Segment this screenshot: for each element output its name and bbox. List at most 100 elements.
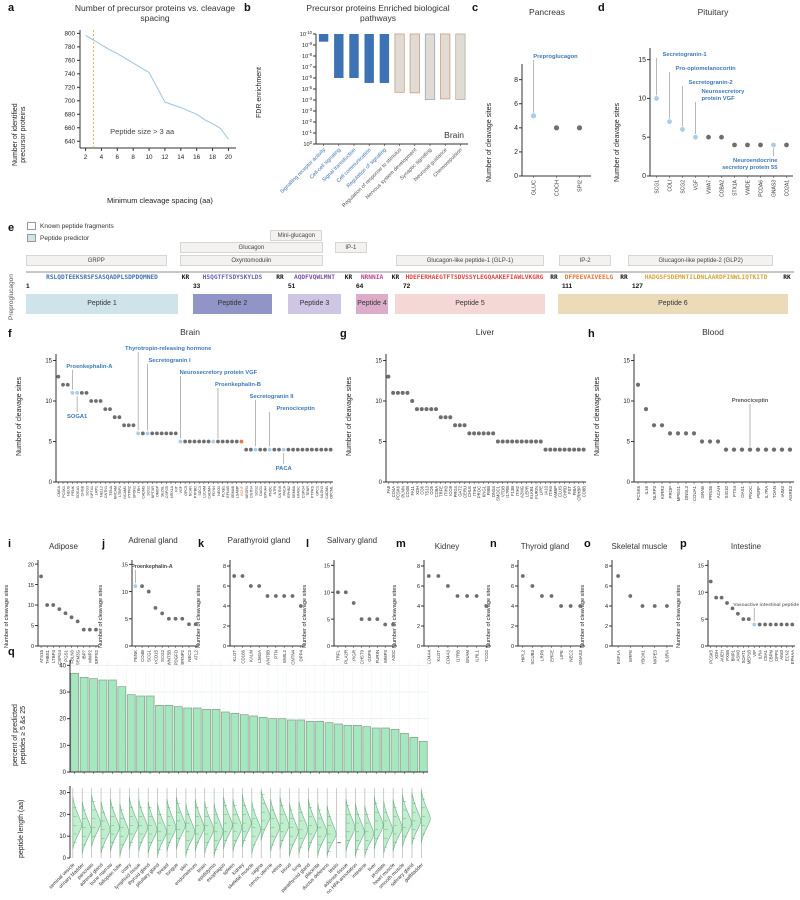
svg-text:10: 10 — [638, 96, 646, 103]
cleavage-site-RK: RK — [783, 274, 791, 281]
panel-m-letter: m — [396, 538, 406, 550]
panel-a-ylabel: Number of identified precursor proteins — [12, 103, 27, 166]
svg-text:WNT8B: WNT8B — [265, 650, 270, 665]
svg-text:Brain: Brain — [444, 130, 464, 140]
panel-q-bar-chart: 0 10 20 30 40 — [59, 660, 429, 776]
svg-text:PX5B: PX5B — [725, 650, 730, 661]
svg-text:NPTXR: NPTXR — [151, 486, 155, 499]
residue-number-33: 33 — [192, 283, 201, 290]
svg-text:OAS1: OAS1 — [740, 485, 745, 497]
svg-text:10: 10 — [59, 834, 66, 840]
svg-text:SCG2: SCG2 — [254, 486, 258, 496]
svg-text:5: 5 — [49, 440, 53, 446]
predicted-peptide-2: Peptide 2 — [192, 294, 272, 314]
svg-text:6: 6 — [116, 154, 120, 161]
panel-p-dot-plot: 0 5 10 15 PCSK5 XDH AUEH PX5B BMP1 ASM3 SOAT1 MEP1B… — [698, 560, 799, 664]
svg-text:CHGB: CHGB — [81, 485, 85, 496]
panel-d-letter: d — [598, 2, 605, 14]
svg-text:ASM3: ASM3 — [736, 649, 741, 661]
svg-text:MMP2: MMP2 — [88, 649, 93, 662]
svg-text:Proenkephalin-B: Proenkephalin-B — [215, 382, 261, 388]
svg-text:Neurosecretory protein VGF: Neurosecretory protein VGF — [180, 370, 258, 376]
svg-text:ACAH: ACAH — [716, 486, 721, 498]
legend-swatch-known — [27, 222, 36, 230]
svg-text:0: 0 — [125, 644, 128, 650]
svg-text:CMGA: CMGA — [257, 650, 262, 663]
svg-text:FURIN: FURIN — [375, 650, 380, 663]
svg-text:14: 14 — [177, 154, 185, 161]
svg-text:PCDA6: PCDA6 — [758, 180, 764, 197]
svg-text:10: 10 — [28, 603, 34, 609]
svg-text:KLKB1: KLKB1 — [529, 485, 534, 499]
svg-text:SEM3G: SEM3G — [75, 649, 80, 665]
svg-text:CEA1: CEA1 — [763, 649, 768, 661]
svg-text:SCG3: SCG3 — [85, 486, 89, 496]
svg-text:CO8B: CO8B — [581, 486, 586, 498]
svg-text:8: 8 — [514, 77, 518, 84]
svg-text:SOAT1: SOAT1 — [741, 649, 746, 663]
svg-text:660: 660 — [64, 125, 75, 132]
panel-g-letter: g — [340, 328, 347, 340]
svg-text:SOGA1: SOGA1 — [76, 486, 80, 498]
svg-text:CADM3: CADM3 — [142, 486, 146, 499]
svg-text:AGRE3: AGRE3 — [788, 485, 793, 500]
region-box-glucagon: Glucagon — [179, 242, 324, 253]
svg-text:20: 20 — [59, 717, 66, 723]
svg-text:CNTN4: CNTN4 — [290, 649, 295, 664]
svg-text:SPON1: SPON1 — [132, 486, 136, 498]
svg-text:CADM4: CADM4 — [207, 486, 211, 499]
residue-number-51: 51 — [287, 283, 296, 290]
svg-text:NFASC: NFASC — [297, 486, 301, 498]
svg-text:CD166: CD166 — [240, 649, 245, 663]
panel-i-letter: i — [8, 538, 12, 550]
svg-text:FIBA: FIBA — [572, 486, 577, 496]
legend-known-label: Known peptide fragments — [40, 222, 114, 230]
svg-text:NRCAM: NRCAM — [113, 486, 117, 499]
svg-text:OPP4: OPP4 — [774, 649, 779, 661]
svg-text:6: 6 — [605, 584, 608, 590]
svg-text:0: 0 — [701, 644, 704, 650]
svg-text:CO4A4: CO4A4 — [427, 649, 432, 664]
panel-e-letter: e — [8, 222, 15, 234]
svg-text:6: 6 — [514, 101, 518, 108]
svg-text:IL6RA: IL6RA — [665, 650, 670, 662]
svg-text:PENK: PENK — [133, 650, 138, 662]
svg-text:AUEH: AUEH — [719, 650, 724, 662]
svg-text:YBOX1: YBOX1 — [640, 649, 645, 664]
svg-text:NEC2: NEC2 — [187, 649, 192, 661]
svg-text:LSAMP: LSAMP — [236, 485, 240, 498]
panel-d-ylabel: Number of cleavage sites — [614, 103, 621, 182]
panel-f-letter: f — [8, 328, 12, 340]
svg-text:5: 5 — [701, 617, 704, 623]
svg-text:10-5: 10-5 — [302, 85, 313, 93]
svg-text:CHRD: CHRD — [562, 486, 567, 498]
svg-text:NELL2: NELL2 — [99, 486, 103, 497]
region-box-ip-1: IP-1 — [334, 242, 367, 253]
svg-text:0: 0 — [511, 644, 514, 650]
legend-known-peptide-fragments: Known peptide fragments — [27, 222, 114, 230]
svg-text:12: 12 — [161, 154, 169, 161]
svg-text:VWDE: VWDE — [745, 179, 751, 195]
svg-text:A2MG: A2MG — [520, 486, 525, 498]
svg-text:XDH: XDH — [415, 486, 420, 495]
svg-text:CLUS: CLUS — [558, 486, 563, 497]
svg-text:Neurosecretory: Neurosecretory — [702, 89, 746, 95]
svg-text:ITIH1: ITIH1 — [472, 485, 477, 496]
svg-text:15: 15 — [28, 583, 34, 589]
panel-n-dot-plot: 0 2 4 6 8 HIPL2 SCUB3 LRP8 ERFE LIPE NEC2 GNAS3 — [511, 560, 585, 665]
svg-text:10-6: 10-6 — [302, 74, 313, 82]
svg-text:CNTN6: CNTN6 — [278, 486, 282, 498]
legend-peptide-predictor: Peptide predictor — [27, 234, 89, 242]
svg-text:NLRP3: NLRP3 — [652, 485, 657, 500]
svg-text:0: 0 — [31, 644, 34, 650]
svg-text:10-10: 10-10 — [300, 30, 313, 38]
svg-text:740: 740 — [64, 71, 75, 78]
svg-text:SCUB3: SCUB3 — [530, 649, 535, 664]
svg-text:ERFE: ERFE — [628, 650, 633, 662]
legend-swatch-predictor — [27, 234, 36, 242]
svg-text:0: 0 — [627, 480, 631, 486]
svg-text:PNOC: PNOC — [748, 486, 753, 499]
svg-text:TENA: TENA — [109, 485, 113, 495]
svg-text:10-9: 10-9 — [302, 41, 313, 49]
